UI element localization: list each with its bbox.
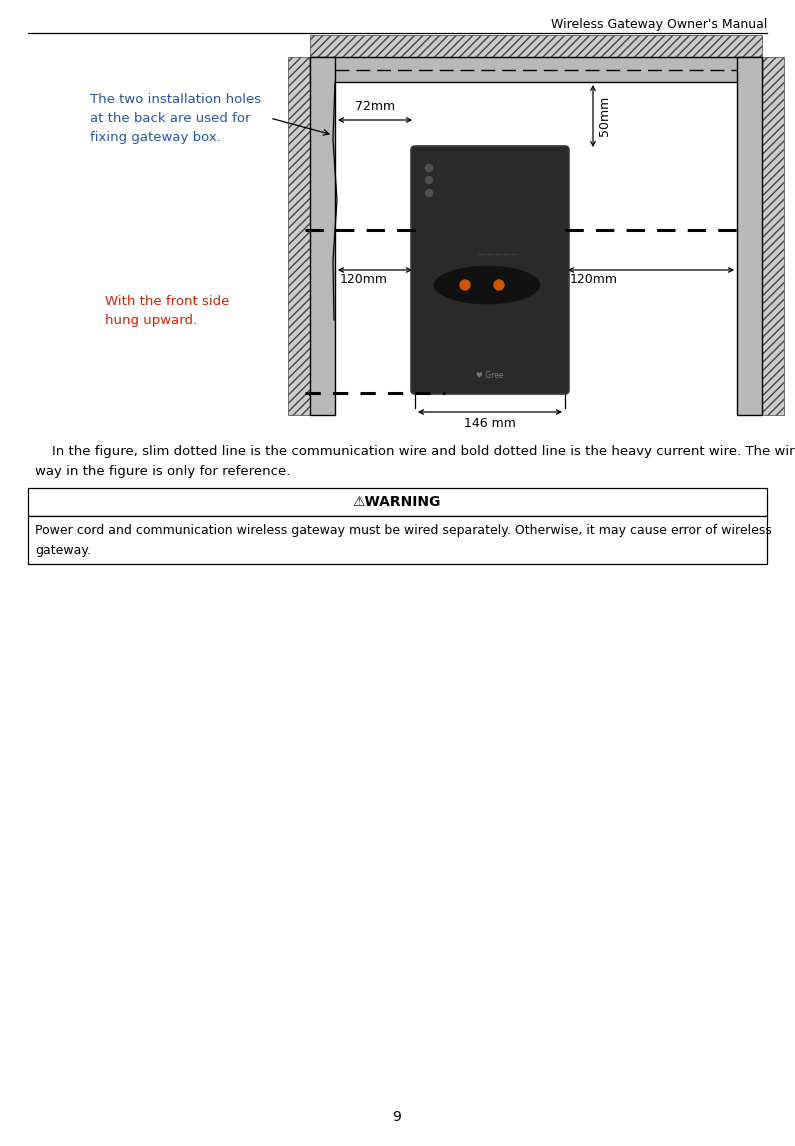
Text: way in the figure is only for reference.: way in the figure is only for reference. <box>35 465 290 478</box>
Bar <box>310 57 762 83</box>
Bar <box>28 516 767 564</box>
Text: 72mm: 72mm <box>355 100 395 113</box>
Text: With the front side
hung upward.: With the front side hung upward. <box>105 295 230 327</box>
Circle shape <box>460 280 470 290</box>
Circle shape <box>425 189 432 196</box>
Text: ⚠WARNING: ⚠WARNING <box>353 495 441 509</box>
Text: 146 mm: 146 mm <box>464 417 516 430</box>
Text: 50mm: 50mm <box>598 96 611 136</box>
Bar <box>762 57 784 415</box>
Text: In the figure, slim dotted line is the communication wire and bold dotted line i: In the figure, slim dotted line is the c… <box>35 445 795 458</box>
Circle shape <box>425 165 432 172</box>
Text: 120mm: 120mm <box>340 273 388 286</box>
Ellipse shape <box>433 265 541 305</box>
Bar <box>310 57 335 415</box>
Text: 120mm: 120mm <box>570 273 618 286</box>
Text: The two installation holes
at the back are used for
fixing gateway box.: The two installation holes at the back a… <box>90 93 261 144</box>
Text: gateway.: gateway. <box>35 544 91 557</box>
Text: Power cord and communication wireless gateway must be wired separately. Otherwis: Power cord and communication wireless ga… <box>35 524 772 537</box>
Text: ♥ Gree: ♥ Gree <box>476 370 504 379</box>
FancyBboxPatch shape <box>411 146 569 394</box>
Text: 9: 9 <box>393 1110 401 1124</box>
Bar <box>737 57 762 415</box>
Circle shape <box>425 176 432 183</box>
Bar <box>310 36 762 57</box>
Text: — — — — —: — — — — — <box>478 252 517 258</box>
Text: Wireless Gateway Owner's Manual: Wireless Gateway Owner's Manual <box>551 18 767 31</box>
Circle shape <box>494 280 504 290</box>
Bar <box>28 488 767 516</box>
Bar <box>288 57 310 415</box>
